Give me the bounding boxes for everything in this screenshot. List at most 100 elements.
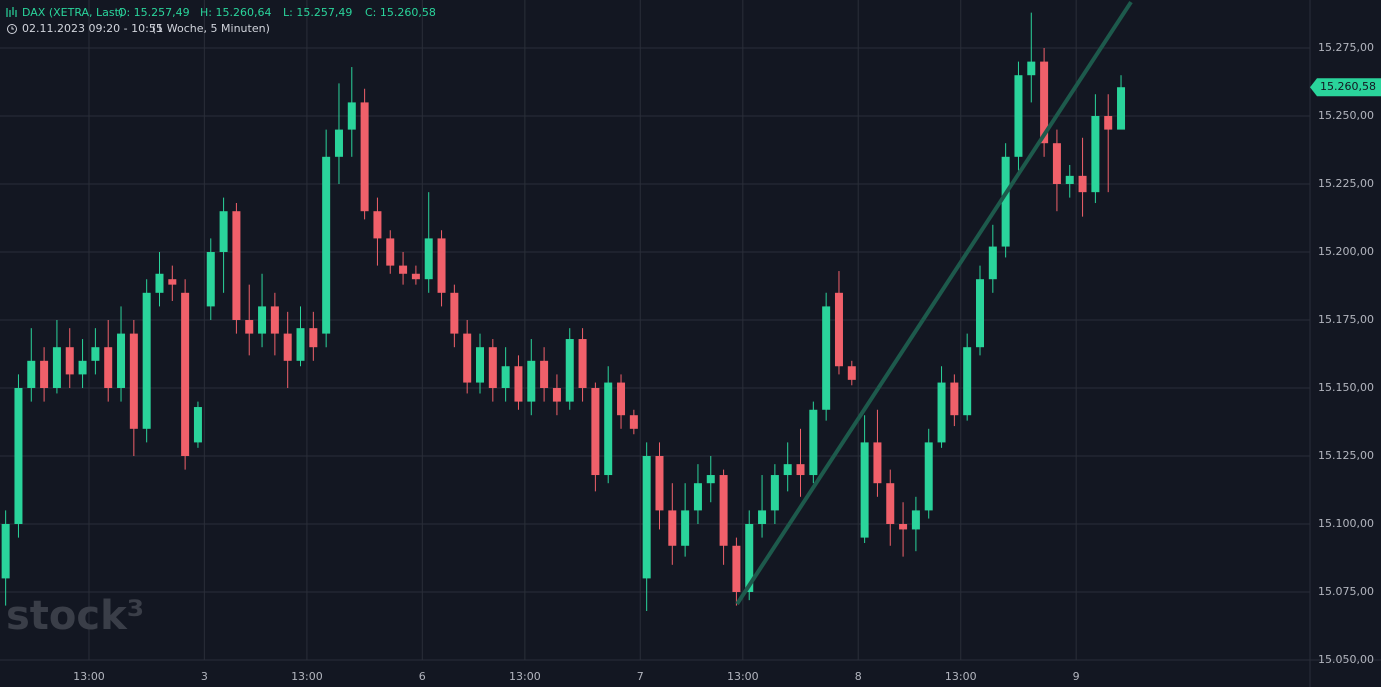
candle-body	[193, 407, 202, 443]
interval: (1 Woche, 5 Minuten)	[152, 22, 270, 35]
symbol: DAX (XETRA, Last)	[22, 6, 123, 19]
candle-body	[745, 524, 754, 593]
clock-hands	[11, 26, 14, 30]
y-tick-label: 15.100,00	[1318, 517, 1374, 530]
clock-icon	[7, 24, 17, 34]
candle-body	[65, 347, 74, 375]
candle-body	[527, 360, 536, 402]
candle-body	[514, 366, 523, 402]
y-tick-label: 15.275,00	[1318, 41, 1374, 54]
candle-body	[322, 156, 331, 334]
candle-body	[1117, 87, 1126, 130]
x-tick-label: 13:00	[945, 670, 977, 683]
candle-body	[91, 347, 100, 361]
header: DAX (XETRA, Last) O: 15.257,49 H: 15.260…	[6, 6, 436, 35]
candle-body	[1078, 175, 1087, 193]
candle-body	[822, 306, 831, 410]
candle-body	[1, 524, 10, 579]
candle-body	[847, 366, 856, 380]
candle-body	[27, 360, 36, 389]
y-tick-label: 15.175,00	[1318, 313, 1374, 326]
last-price-tag	[1310, 78, 1381, 97]
candle-body	[181, 292, 190, 457]
x-tick-label: 13:00	[291, 670, 323, 683]
candle-body	[950, 382, 959, 416]
candle-body	[578, 339, 587, 389]
candle-body	[963, 347, 972, 416]
x-tick-label: 6	[419, 670, 426, 683]
candle-body	[52, 347, 61, 389]
candle-body	[655, 456, 664, 511]
candle-body	[424, 238, 433, 280]
candle-body	[334, 129, 343, 157]
x-tick-label: 9	[1073, 670, 1080, 683]
y-tick-label: 15.250,00	[1318, 109, 1374, 122]
y-tick-label: 15.050,00	[1318, 653, 1374, 666]
candle-body	[719, 475, 728, 546]
symbol-icon	[6, 7, 17, 17]
candle-body	[1014, 75, 1023, 157]
candle-body	[758, 510, 767, 525]
last-price-label: 15.260,58	[1320, 80, 1376, 93]
candle-body	[117, 333, 126, 389]
candle-body	[386, 238, 395, 266]
candle-body	[1040, 61, 1049, 144]
candle-body	[245, 320, 254, 334]
candle-body	[1052, 143, 1061, 185]
candle-body	[142, 292, 151, 429]
candle-body	[476, 347, 484, 383]
candle-body	[924, 442, 933, 511]
candle-body	[834, 292, 843, 367]
candle-body	[1065, 175, 1074, 185]
grid	[0, 0, 1310, 661]
plot	[1, 0, 1133, 612]
candle-body	[552, 388, 561, 402]
candle-body	[104, 347, 113, 389]
candle-body	[770, 475, 779, 511]
y-tick-label: 15.200,00	[1318, 245, 1374, 258]
candle-body	[309, 328, 318, 348]
candle-body	[488, 347, 497, 389]
ohlc-high: H: 15.260,64	[200, 6, 271, 19]
candle-body	[501, 366, 510, 389]
candle-body	[873, 442, 882, 484]
ohlc-close: C: 15.260,58	[365, 6, 436, 19]
candle-body	[642, 456, 651, 579]
date-range: 02.11.2023 09:20 - 10:55	[22, 22, 163, 35]
y-tick-label: 15.225,00	[1318, 177, 1374, 190]
ohlc-open: O: 15.257,49	[118, 6, 190, 19]
candle-body	[976, 279, 984, 348]
candle-body	[617, 382, 626, 416]
candle-body	[206, 252, 215, 307]
x-tick-label: 8	[855, 670, 862, 683]
candle-body	[168, 279, 177, 285]
candle-body	[270, 306, 279, 334]
candle-body	[411, 273, 420, 280]
watermark: stock³	[6, 593, 144, 639]
candle-body	[258, 306, 267, 334]
candle-body	[360, 102, 369, 212]
y-tick-label: 15.075,00	[1318, 585, 1374, 598]
candle-body	[1001, 156, 1010, 247]
candle-body	[591, 388, 600, 476]
candle-body	[783, 464, 792, 476]
candle-body	[232, 211, 241, 321]
candle-body	[937, 382, 946, 443]
candle-body	[604, 382, 613, 476]
candle-body	[629, 415, 638, 429]
candle-body	[1091, 116, 1100, 193]
candle-body	[78, 360, 87, 375]
candle-body	[463, 333, 472, 383]
candle-body	[283, 333, 292, 361]
candle-body	[129, 333, 138, 429]
candle-body	[296, 328, 305, 361]
candle-body	[219, 211, 228, 253]
candle-body	[1104, 116, 1113, 130]
candle-body	[373, 211, 382, 239]
y-tick-label: 15.125,00	[1318, 449, 1374, 462]
candle-body	[899, 524, 908, 530]
candle-body	[347, 102, 356, 130]
x-tick-label: 13:00	[73, 670, 105, 683]
candle-body	[668, 510, 677, 546]
